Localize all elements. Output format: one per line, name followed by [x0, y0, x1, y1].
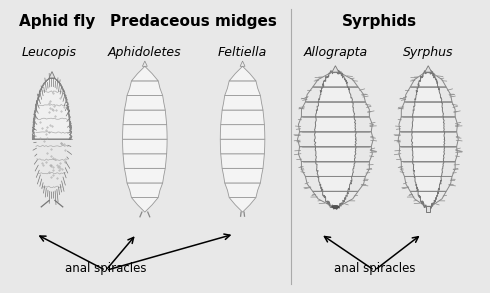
Polygon shape [332, 66, 339, 72]
Text: Feltiella: Feltiella [218, 46, 267, 59]
Polygon shape [123, 154, 167, 168]
Polygon shape [131, 66, 158, 81]
Polygon shape [127, 81, 163, 96]
Polygon shape [49, 71, 55, 78]
Polygon shape [225, 183, 260, 197]
Polygon shape [229, 66, 256, 81]
Polygon shape [316, 72, 355, 206]
FancyBboxPatch shape [426, 206, 430, 212]
Polygon shape [122, 139, 167, 154]
Text: Allograpta: Allograpta [303, 46, 368, 59]
Polygon shape [124, 168, 165, 183]
Polygon shape [127, 183, 163, 197]
Polygon shape [122, 125, 167, 139]
Polygon shape [220, 154, 265, 168]
Text: Leucopis: Leucopis [22, 46, 77, 59]
Polygon shape [222, 96, 263, 110]
Polygon shape [225, 81, 260, 96]
Polygon shape [220, 139, 265, 154]
Polygon shape [222, 168, 263, 183]
Polygon shape [123, 110, 167, 125]
Polygon shape [220, 110, 265, 125]
Polygon shape [425, 66, 432, 72]
Text: Aphid fly: Aphid fly [19, 14, 95, 29]
Text: Aphidoletes: Aphidoletes [108, 46, 182, 59]
Polygon shape [413, 72, 444, 206]
Text: Predaceous midges: Predaceous midges [110, 14, 277, 29]
Text: anal spiracles: anal spiracles [65, 263, 147, 275]
Polygon shape [240, 61, 245, 66]
Polygon shape [229, 197, 256, 212]
Polygon shape [220, 125, 265, 139]
Polygon shape [131, 197, 158, 212]
Text: Syrphids: Syrphids [342, 14, 417, 29]
Text: Syrphus: Syrphus [403, 46, 453, 59]
Text: anal spiracles: anal spiracles [334, 263, 415, 275]
Ellipse shape [332, 205, 339, 208]
Polygon shape [124, 96, 165, 110]
Polygon shape [143, 61, 147, 66]
Polygon shape [32, 78, 72, 139]
